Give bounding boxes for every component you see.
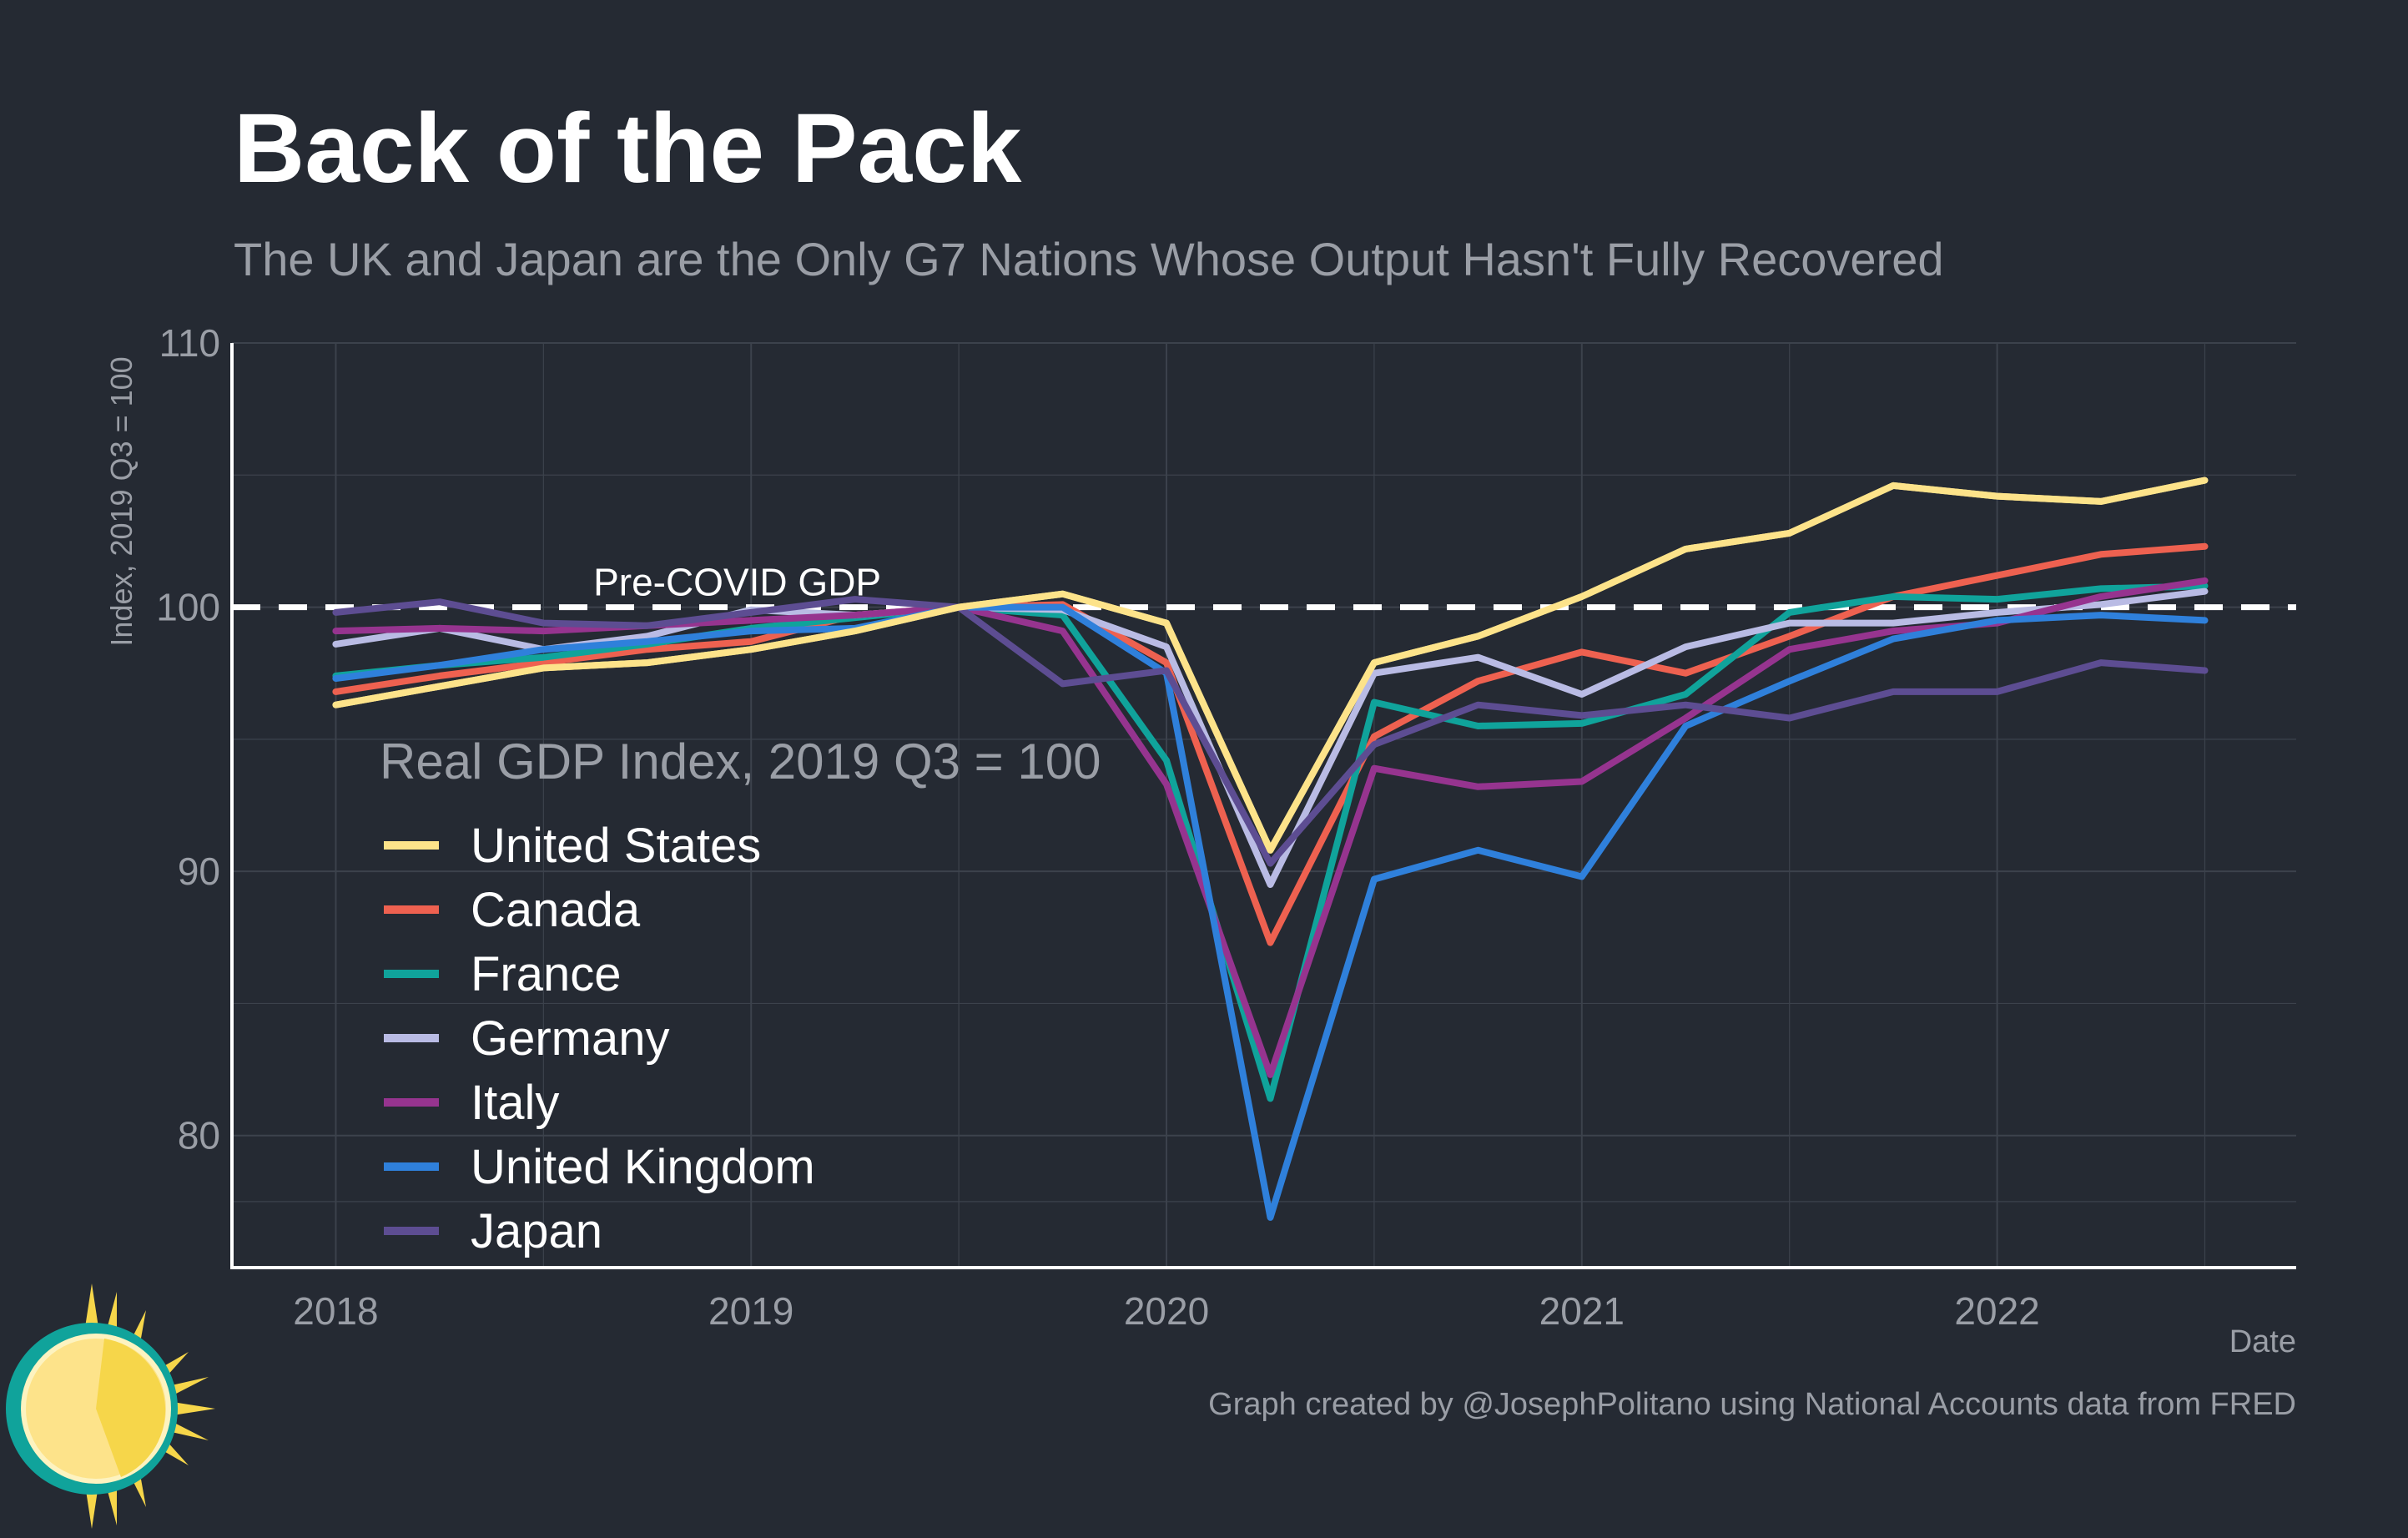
sun-logo	[6, 1283, 215, 1529]
legend-label: France	[471, 947, 622, 1001]
axes: 80 90 100 110 2018 2019 2020 2021 2022 Index, 201…	[104, 321, 2296, 1359]
legend-label: Japan	[471, 1204, 602, 1258]
chart-subtitle: The UK and Japan are the Only G7 Nations…	[234, 233, 1944, 285]
y-tick-label: 90	[178, 850, 220, 893]
legend-label: Canada	[471, 883, 641, 937]
y-tick-label: 100	[156, 586, 220, 629]
reference-line-label: Pre-COVID GDP	[593, 561, 881, 604]
x-tick-label: 2018	[293, 1289, 378, 1333]
series-lines: Pre-COVID GDP	[232, 477, 2296, 1221]
sun-shade-icon	[96, 1339, 166, 1477]
y-axis-title: Index, 2019 Q3 = 100	[104, 356, 139, 646]
legend-label: United Kingdom	[471, 1140, 815, 1194]
series-line-japan	[332, 596, 2209, 867]
y-tick-label: 110	[159, 321, 220, 365]
y-tick-label: 80	[178, 1114, 220, 1157]
x-tick-label: 2022	[1954, 1289, 2039, 1333]
legend-title: Real GDP Index, 2019 Q3 = 100	[380, 734, 1101, 789]
legend-label: United States	[471, 819, 761, 873]
legend-label: Germany	[471, 1011, 670, 1066]
chart-title: Back of the Pack	[234, 93, 1022, 204]
legend: Real GDP Index, 2019 Q3 = 100 United Stat…	[380, 734, 1101, 1258]
series-line-united-states-top	[335, 477, 2206, 854]
x-axis-title: Date	[2229, 1324, 2296, 1359]
x-tick-label: 2021	[1539, 1289, 1625, 1333]
x-tick-label: 2019	[708, 1289, 793, 1333]
x-tick-label: 2020	[1124, 1289, 1209, 1333]
series-line-germany	[332, 587, 2209, 888]
source-caption: Graph created by @JosephPolitano using N…	[1208, 1387, 2296, 1422]
legend-label: Italy	[471, 1076, 559, 1130]
series-line-united-kingdom	[332, 603, 2209, 1221]
